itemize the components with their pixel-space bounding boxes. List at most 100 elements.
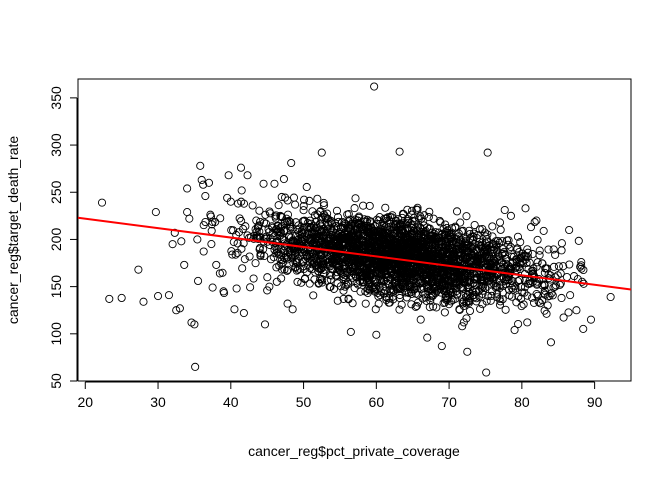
data-point [398, 209, 407, 218]
data-point [495, 218, 505, 227]
data-point [512, 245, 521, 254]
data-point [446, 232, 455, 241]
data-point [551, 250, 560, 259]
data-point [504, 264, 513, 274]
data-point [424, 213, 433, 222]
data-point [185, 214, 194, 223]
data-point [319, 201, 329, 210]
data-point [317, 148, 326, 157]
data-point [405, 244, 414, 253]
data-point [239, 308, 248, 318]
data-point [337, 233, 346, 243]
data-point [183, 208, 192, 217]
x-axis-label: cancer_reg$pct_private_coverage [248, 443, 460, 459]
data-point [502, 236, 512, 245]
data-point [254, 222, 263, 231]
data-point [377, 264, 386, 273]
data-point [278, 235, 287, 244]
data-point [565, 260, 574, 269]
data-point [407, 289, 416, 298]
data-point [486, 272, 495, 281]
data-point [376, 247, 385, 256]
data-point [361, 287, 370, 296]
data-point [586, 315, 596, 324]
data-point [407, 230, 416, 239]
data-point [320, 212, 330, 221]
data-point [460, 244, 469, 253]
data-point [495, 238, 504, 247]
data-point [419, 230, 428, 239]
data-point [520, 270, 530, 279]
data-point [344, 257, 353, 266]
data-point [370, 228, 379, 237]
y-tick-label: 350 [48, 86, 64, 110]
data-point [237, 186, 246, 195]
data-point [508, 258, 518, 267]
data-point [280, 218, 289, 227]
data-point [483, 148, 492, 157]
data-point [414, 298, 423, 307]
data-point [452, 244, 462, 254]
data-point [239, 199, 249, 208]
data-point [437, 280, 446, 289]
data-point [553, 271, 562, 280]
data-point [206, 210, 215, 219]
data-point [551, 282, 560, 291]
data-point [255, 206, 264, 215]
y-tick-label: 50 [48, 373, 64, 389]
data-point [273, 234, 282, 243]
data-point [579, 324, 588, 333]
data-point [358, 235, 367, 245]
data-point [516, 238, 525, 247]
data-point [276, 255, 285, 264]
data-point [299, 201, 308, 211]
data-point [228, 250, 237, 259]
data-point [283, 242, 292, 251]
data-point [405, 269, 414, 279]
data-point [555, 280, 564, 289]
data-point [513, 232, 523, 241]
data-point [517, 302, 526, 311]
data-point [467, 262, 477, 271]
data-point [177, 237, 186, 246]
data-point [540, 306, 549, 315]
data-point [331, 219, 340, 228]
data-point [335, 232, 344, 241]
data-point [501, 305, 510, 314]
data-point [333, 296, 342, 305]
data-point [453, 273, 462, 282]
data-point [117, 293, 126, 303]
data-point [475, 285, 484, 294]
data-point [482, 368, 491, 377]
data-point [274, 222, 283, 231]
data-point [375, 213, 384, 222]
data-point [358, 225, 367, 234]
data-point [529, 298, 539, 307]
data-point [439, 224, 448, 233]
data-point [565, 225, 574, 235]
data-point [299, 206, 308, 215]
data-point [285, 220, 295, 229]
x-axis: 20 30 40 50 60 70 80 90 [77, 381, 603, 410]
data-point [529, 264, 538, 273]
data-point [407, 206, 417, 215]
data-point [428, 266, 437, 275]
x-tick-label: 70 [441, 394, 457, 410]
x-tick-label: 30 [150, 394, 166, 410]
data-point [476, 241, 486, 250]
data-point [410, 217, 419, 226]
data-point [386, 287, 395, 296]
data-point [380, 276, 389, 285]
data-point [498, 295, 507, 304]
data-point [515, 275, 524, 285]
data-point [190, 320, 199, 329]
data-point [533, 279, 542, 288]
data-point [238, 264, 247, 273]
data-point [428, 291, 437, 300]
data-point [307, 265, 316, 274]
data-point [548, 291, 557, 300]
y-axis: 50 100 150 200 250 300 350 [48, 86, 78, 389]
data-point [371, 236, 380, 245]
data-point [417, 231, 426, 240]
data-point [397, 238, 406, 248]
